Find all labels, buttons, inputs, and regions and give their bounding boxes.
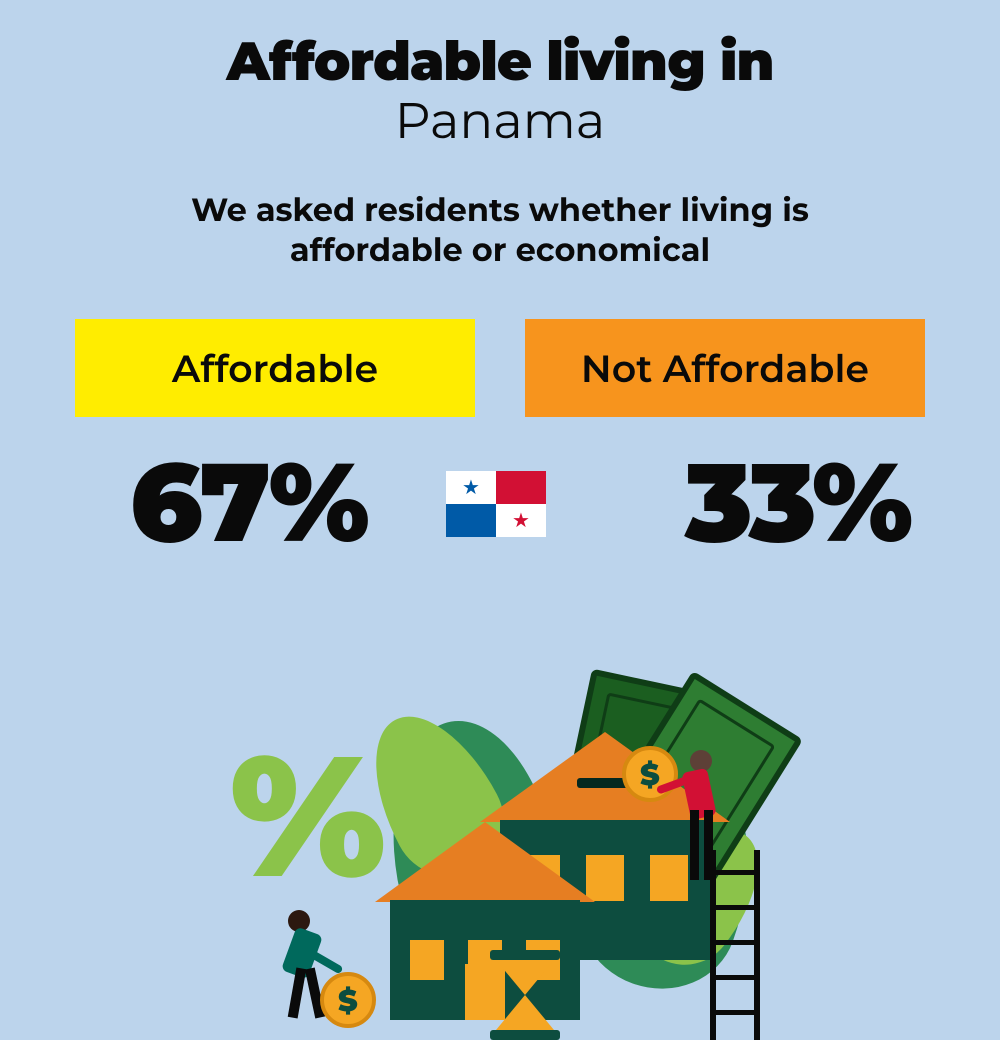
percent-row: 67% ★ ★ 33% (0, 435, 1000, 575)
hourglass-icon (490, 950, 560, 1040)
not-affordable-badge: Not Affordable (525, 319, 925, 417)
illustration: % $ (0, 700, 1000, 1020)
coin-icon: $ (622, 746, 678, 802)
affordable-percent: 67% (130, 435, 367, 569)
flag-star-blue-icon: ★ (462, 478, 480, 498)
survey-description: We asked residents whether living is aff… (120, 191, 880, 271)
affordable-badge: Affordable (75, 319, 475, 417)
coin-icon: $ (320, 972, 376, 1028)
page-title: Affordable living in (0, 0, 1000, 94)
badge-row: Affordable Not Affordable (0, 319, 1000, 417)
location-subtitle: Panama (0, 90, 1000, 151)
percent-symbol-icon: % (230, 730, 386, 900)
not-affordable-percent: 33% (685, 435, 910, 569)
person-on-ladder-icon (680, 750, 760, 930)
flag-star-red-icon: ★ (512, 511, 530, 531)
panama-flag-icon: ★ ★ (446, 471, 546, 537)
